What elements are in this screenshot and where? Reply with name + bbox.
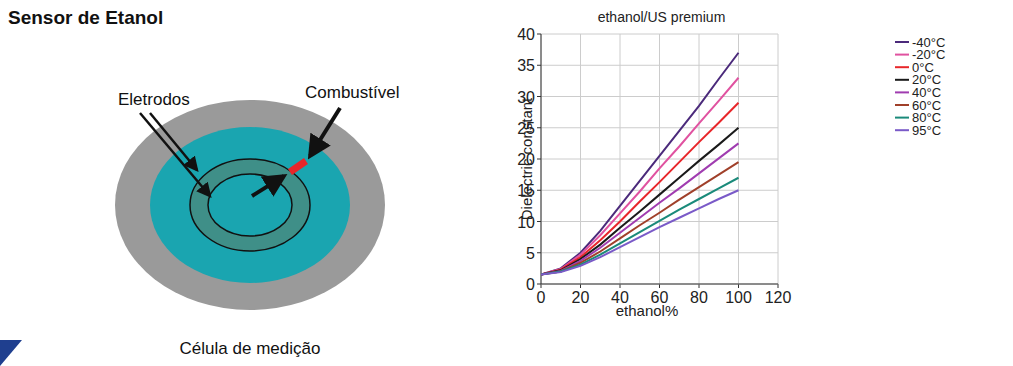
fuel-gap	[290, 161, 306, 172]
outer-electrode	[190, 159, 310, 251]
y-tick	[537, 159, 541, 160]
y-tick	[537, 190, 541, 191]
x-tick	[738, 284, 739, 288]
legend-swatch	[895, 41, 909, 43]
electrodes-label: Eletrodos	[118, 90, 190, 109]
x-axis	[541, 284, 778, 285]
grid-line	[541, 159, 778, 160]
x-tick	[778, 284, 779, 288]
y-tick	[537, 284, 541, 285]
legend-swatch	[895, 104, 909, 106]
legend-label: 95°C	[912, 123, 941, 138]
y-axis-label: Dielectric constant	[518, 97, 535, 220]
series-line	[541, 78, 739, 275]
x-tick	[541, 284, 542, 288]
corner-decoration	[0, 340, 22, 366]
x-tick-label: 0	[537, 289, 546, 306]
x-tick	[699, 284, 700, 288]
x-tick	[620, 284, 621, 288]
measurement-cell	[115, 100, 385, 310]
y-tick	[537, 96, 541, 97]
chart-title: ethanol/US premium	[598, 9, 726, 25]
legend-swatch	[895, 66, 909, 68]
x-tick-label: 120	[765, 289, 792, 306]
series-group	[541, 53, 739, 275]
series-line	[541, 128, 739, 275]
electrode-arrow	[140, 113, 210, 196]
y-tick-label: 5	[526, 245, 535, 262]
legend-swatch	[895, 117, 909, 119]
page-title: Sensor de Etanol	[8, 7, 163, 28]
x-tick	[580, 284, 581, 288]
legend: -40°C-20°C0°C20°C40°C60°C80°C95°C	[895, 35, 945, 138]
fuel-arrow	[310, 108, 340, 156]
y-tick	[537, 65, 541, 66]
y-tick	[537, 221, 541, 222]
x-tick-label: 80	[690, 289, 708, 306]
grid-line	[541, 284, 778, 285]
series-line	[541, 53, 739, 275]
grid-line	[541, 252, 778, 253]
x-tick	[659, 284, 660, 288]
grid-line	[541, 34, 542, 284]
legend-swatch	[895, 91, 909, 93]
series-line	[541, 162, 739, 275]
legend-swatch	[895, 79, 909, 81]
y-tick	[537, 252, 541, 253]
y-tick-label: 40	[517, 26, 535, 43]
caption: Célula de medição	[180, 339, 321, 358]
fuel-label: Combustível	[305, 83, 399, 102]
outer-housing	[115, 100, 385, 310]
grid-line	[541, 65, 778, 66]
page: Sensor de Etanol Eletrodos Combustível Célu…	[0, 0, 1013, 366]
inner-electrode	[208, 174, 292, 236]
grid-line	[541, 96, 778, 97]
y-tick-label: 35	[517, 57, 535, 74]
chart: 0204060801001200510152025303540ethanol/U…	[517, 9, 945, 319]
grid-line	[541, 127, 778, 128]
fuel-arrow	[252, 176, 284, 196]
series-line	[541, 190, 739, 274]
y-tick-label: 0	[526, 276, 535, 293]
grid-line	[541, 34, 778, 35]
x-axis-label: ethanol%	[616, 302, 679, 319]
electrode-arrow	[150, 113, 197, 170]
series-line	[541, 103, 739, 275]
y-axis	[541, 34, 542, 284]
y-tick	[537, 127, 541, 128]
x-tick-label: 100	[725, 289, 752, 306]
series-line	[541, 143, 739, 274]
grid-line	[541, 190, 778, 191]
legend-swatch	[895, 129, 909, 131]
series-line	[541, 178, 739, 275]
legend-swatch	[895, 54, 909, 56]
y-tick	[537, 34, 541, 35]
x-tick-label: 20	[572, 289, 590, 306]
